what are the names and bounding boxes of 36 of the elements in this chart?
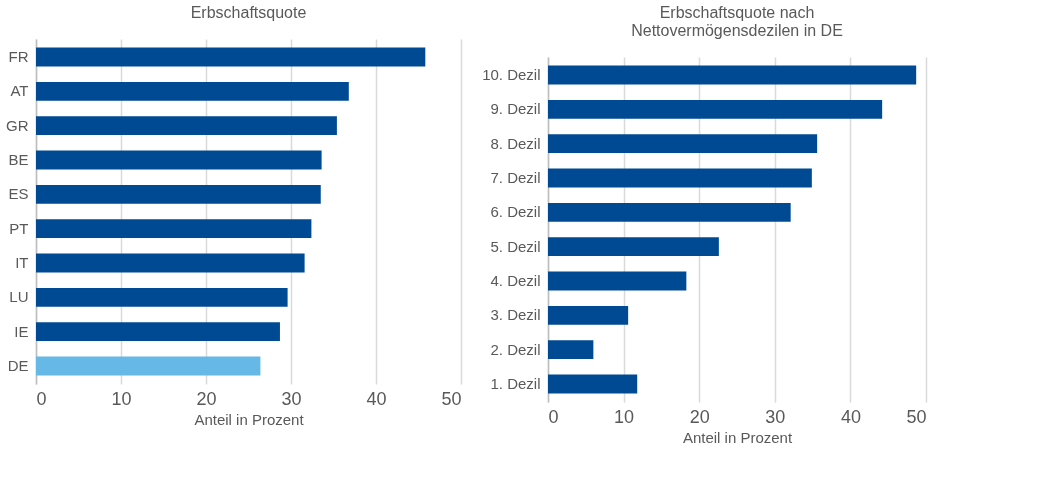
y-tick-label: 7. Dezil bbox=[490, 169, 541, 187]
y-tick-label: 10. Dezil bbox=[482, 66, 541, 84]
x-tick-label: 50 bbox=[906, 406, 927, 427]
y-tick-label: 3. Dezil bbox=[490, 306, 541, 324]
x-tick-label: 10 bbox=[111, 388, 132, 409]
y-tick-label: FR bbox=[8, 48, 29, 66]
y-tick-label: BE bbox=[8, 151, 29, 169]
x-tick-label: 20 bbox=[689, 406, 710, 427]
x-axis-title: Anteil in Prozent bbox=[194, 410, 305, 428]
x-tick-label: 30 bbox=[765, 406, 786, 427]
y-tick-label: 2. Dezil bbox=[490, 340, 541, 358]
y-tick-label: PT bbox=[9, 219, 29, 237]
x-tick-label: 50 bbox=[441, 388, 462, 409]
x-tick-label: 0 bbox=[36, 388, 47, 409]
y-tick-label: 9. Dezil bbox=[490, 100, 541, 118]
y-tick-label: ES bbox=[8, 185, 29, 203]
y-tick-label: 8. Dezil bbox=[490, 134, 541, 152]
y-tick-label: 5. Dezil bbox=[490, 237, 541, 255]
x-axis-title: Anteil in Prozent bbox=[682, 428, 793, 446]
y-tick-label: LU bbox=[9, 288, 29, 306]
chart-title: Erbschaftsquote bbox=[190, 4, 307, 21]
x-tick-label: 10 bbox=[614, 406, 635, 427]
y-tick-label: 1. Dezil bbox=[490, 374, 541, 392]
x-tick-label: 0 bbox=[548, 406, 559, 427]
y-tick-label: GR bbox=[6, 116, 29, 134]
chart-title: Erbschaftsquote nach Nettovermögensdezilen in DE bbox=[631, 4, 843, 39]
y-tick-label: 6. Dezil bbox=[490, 203, 541, 221]
y-tick-label: IT bbox=[15, 253, 29, 271]
x-tick-label: 40 bbox=[366, 388, 387, 409]
y-tick-label: DE bbox=[7, 356, 29, 374]
x-tick-label: 30 bbox=[281, 388, 302, 409]
y-tick-label: AT bbox=[10, 82, 29, 100]
x-tick-label: 20 bbox=[196, 388, 217, 409]
y-tick-label: 4. Dezil bbox=[490, 271, 541, 289]
x-tick-label: 40 bbox=[840, 406, 861, 427]
y-tick-label: IE bbox=[14, 322, 29, 340]
